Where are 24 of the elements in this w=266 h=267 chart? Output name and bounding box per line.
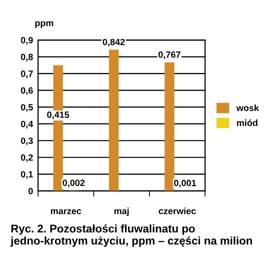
y-tick-label: 0,1 <box>20 171 33 179</box>
annotation: 0,415 <box>47 112 70 120</box>
y-tick-label: 0,5 <box>20 104 33 112</box>
y-tick-label: 0,3 <box>20 138 33 146</box>
y-tick-label: 0,8 <box>20 54 33 62</box>
data-label: 0,842 <box>102 38 125 47</box>
legend-label: miód <box>237 119 258 126</box>
y-tick-label: 0 <box>28 188 33 194</box>
legend-label: wosk <box>236 104 259 112</box>
bar <box>108 50 119 191</box>
x-tick-label: czerwiec <box>158 208 196 214</box>
y-tick-label: 0,2 <box>20 154 33 162</box>
bar <box>164 62 174 191</box>
x-tick-label: marzec <box>50 209 82 214</box>
text: Ryc. 2. Pozostałości fluwalinatu po jedno-krotnym użyciu, ppm – części na milion <box>10 224 252 247</box>
y-tick-label: 0,6 <box>20 87 33 96</box>
y-tick-label: 0,7 <box>20 70 33 78</box>
data-label: 0,002 <box>62 180 85 188</box>
y-axis-title: ppm <box>35 21 54 28</box>
data-label: 0,767 <box>158 51 180 60</box>
y-tick-label: 0,4 <box>20 120 34 129</box>
data-label: 0,001 <box>174 180 196 188</box>
y-tick-label: 0,9 <box>20 37 33 45</box>
x-tick-label: maj <box>114 208 129 216</box>
